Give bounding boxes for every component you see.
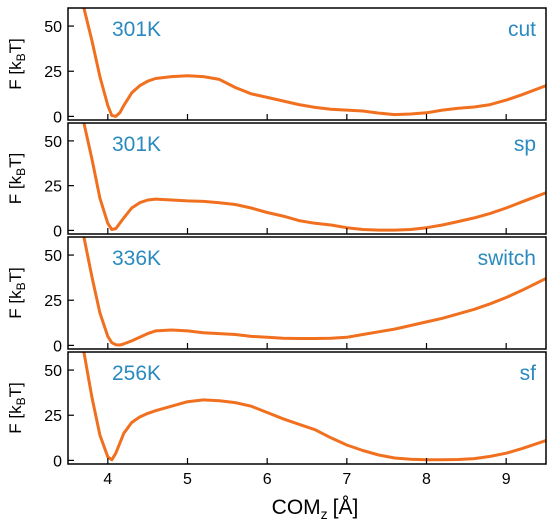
panel-frame <box>67 351 547 465</box>
y-tick-label: 50 <box>44 248 62 265</box>
y-tick-label: 25 <box>44 64 62 81</box>
y-axis-label: F [kBT] <box>6 38 28 89</box>
series-line <box>82 352 546 462</box>
y-tick-label: 0 <box>53 109 62 126</box>
y-axis-label-sub: B <box>14 53 28 61</box>
x-tick-label: 8 <box>422 471 431 488</box>
y-axis-label-main: F [k <box>6 405 25 434</box>
y-axis-label-main: F [k <box>6 290 25 319</box>
y-axis-label-sub: B <box>14 397 28 405</box>
x-tick-label: 5 <box>183 471 192 488</box>
y-tick-label: 0 <box>53 223 62 240</box>
x-axis-label-unit: [Å] <box>333 496 359 519</box>
y-tick-label: 50 <box>44 134 62 151</box>
y-axis-label-sub: B <box>14 282 28 290</box>
x-tick-label: 9 <box>502 471 511 488</box>
y-tick-label: 0 <box>53 338 62 355</box>
x-axis-label: COMz [Å] <box>272 496 359 522</box>
panel-1: 0 25 50 F [kBT] 301K sp <box>6 122 547 240</box>
method-label: sf <box>520 362 537 385</box>
y-tick-label: 25 <box>44 408 62 425</box>
y-axis-label-end: T] <box>6 267 25 282</box>
temperature-label: 256K <box>112 362 161 385</box>
panel-frame <box>67 236 547 350</box>
y-axis-label-end: T] <box>6 38 25 53</box>
y-tick-label: 50 <box>44 363 62 380</box>
x-axis-label-sub: z <box>321 506 328 522</box>
temperature-label: 336K <box>112 247 161 270</box>
panel-3: 0 25 50 F [kBT] 256K sf 4 5 6 7 8 9 <box>6 351 547 488</box>
method-label: switch <box>478 247 536 270</box>
method-label: cut <box>508 18 536 41</box>
y-tick-label: 25 <box>44 293 62 310</box>
panel-frame <box>67 7 547 121</box>
x-tick-label: 4 <box>103 471 112 488</box>
panel-frame <box>67 122 547 235</box>
y-tick-label: 25 <box>44 179 62 196</box>
y-axis-label-end: T] <box>6 153 25 168</box>
y-axis-label: F [kBT] <box>6 382 28 433</box>
y-axis-label-sub: B <box>14 168 28 176</box>
y-axis-label: F [kBT] <box>6 153 28 204</box>
panel-2: 0 25 50 F [kBT] 336K switch <box>6 236 547 355</box>
y-axis-label-end: T] <box>6 382 25 397</box>
y-axis-label-main: F [k <box>6 175 25 204</box>
temperature-label: 301K <box>112 18 161 41</box>
series-line <box>82 8 546 118</box>
y-tick-label: 50 <box>44 19 62 36</box>
series-line <box>82 123 546 232</box>
temperature-label: 301K <box>112 133 161 156</box>
panel-0: 0 25 50 F [kBT] 301K cut <box>6 7 547 126</box>
series-line <box>82 237 546 347</box>
x-tick-label: 7 <box>342 471 351 488</box>
y-tick-label: 0 <box>53 453 62 470</box>
y-axis-label-main: F [k <box>6 61 25 90</box>
y-axis-label: F [kBT] <box>6 267 28 318</box>
x-tick-label: 6 <box>263 471 272 488</box>
method-label: sp <box>514 133 536 156</box>
x-axis-label-main: COM <box>272 496 321 519</box>
